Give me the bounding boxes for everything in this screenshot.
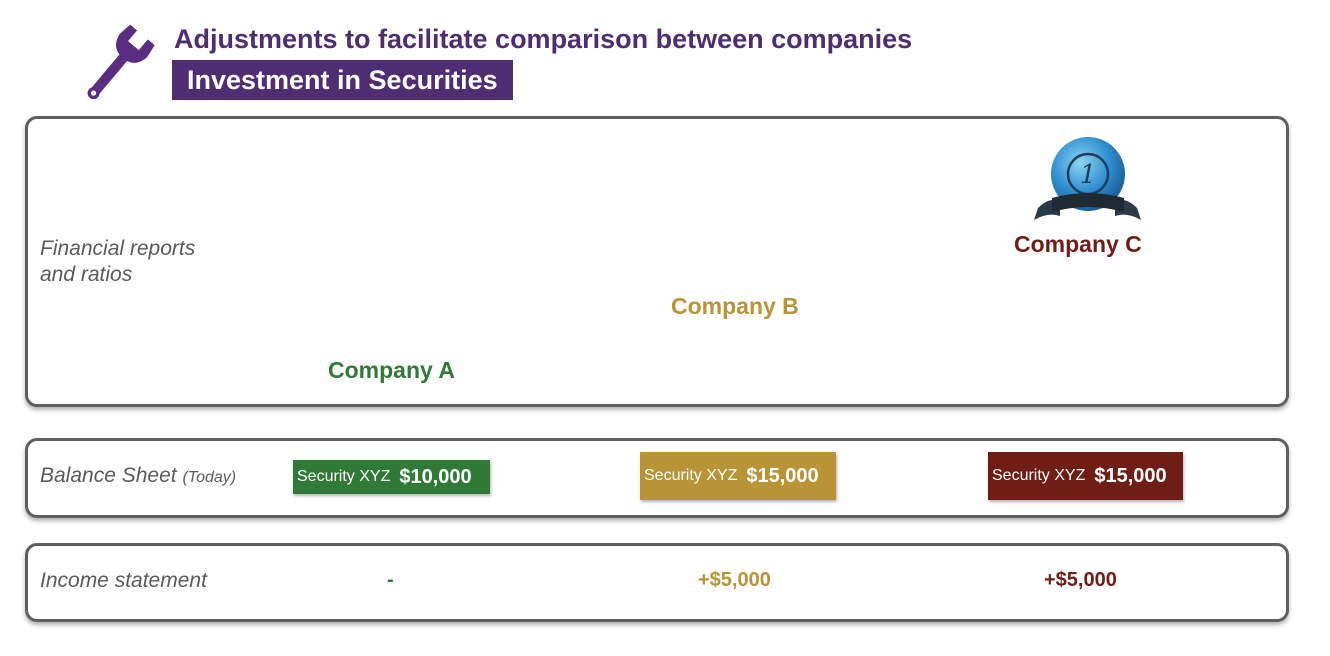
company-b-heading: Company B bbox=[671, 293, 799, 319]
income-statement-label: Income statement bbox=[40, 569, 207, 592]
company-c-security-box: Security XYZ $15,000 bbox=[988, 452, 1183, 500]
company-a-security-value: $10,000 bbox=[399, 465, 472, 488]
company-a-security-box: Security XYZ $10,000 bbox=[293, 460, 490, 494]
company-c-security-value: $15,000 bbox=[1094, 464, 1167, 487]
company-b-security-value: $15,000 bbox=[746, 464, 819, 487]
page-subtitle: Investment in Securities bbox=[172, 60, 513, 100]
wrench-icon bbox=[87, 24, 155, 100]
company-c-security-name: Security XYZ bbox=[992, 467, 1086, 484]
company-c-income: +$5,000 bbox=[1044, 569, 1117, 591]
company-b-security-box: Security XYZ $15,000 bbox=[640, 452, 836, 500]
company-a-income: - bbox=[387, 569, 394, 591]
company-c-heading: Company C bbox=[1014, 231, 1142, 257]
balance-sheet-qualifier: (Today) bbox=[182, 469, 237, 486]
company-b-income: +$5,000 bbox=[698, 569, 771, 591]
medal-icon: 1 bbox=[1034, 137, 1141, 220]
company-a-heading: Company A bbox=[328, 357, 455, 383]
company-a-security-name: Security XYZ bbox=[297, 468, 391, 485]
financial-reports-label: Financial reports and ratios bbox=[40, 236, 195, 288]
balance-sheet-label-text: Balance Sheet bbox=[40, 464, 177, 487]
company-b-security-name: Security XYZ bbox=[644, 467, 738, 484]
balance-sheet-label: Balance Sheet (Today) bbox=[40, 464, 236, 488]
income-statement-panel bbox=[25, 543, 1289, 622]
page-title: Adjustments to facilitate comparison bet… bbox=[174, 24, 913, 54]
financial-reports-label-line1: Financial reports bbox=[40, 237, 196, 260]
financial-reports-label-line2: and ratios bbox=[40, 263, 133, 286]
medal-number: 1 bbox=[1080, 160, 1097, 190]
